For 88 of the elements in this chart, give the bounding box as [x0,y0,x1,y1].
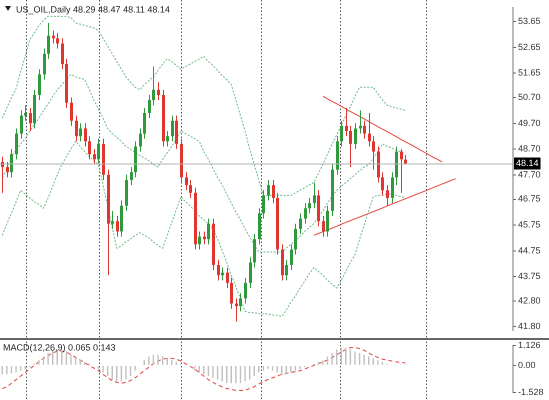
candlestick [139,128,142,152]
candlestick [185,172,188,191]
y-tick-label: 49.70 [518,118,541,128]
candlestick [226,267,229,289]
candlestick [294,223,297,256]
candlestick [84,122,87,147]
y-tick-label: 44.75 [518,245,541,256]
candlestick [267,179,270,202]
ref-line-label: 48.14 [516,158,539,168]
candlestick [272,179,275,204]
y-tick-label: 1.126 [518,340,541,350]
candlestick [93,148,96,165]
candlestick [235,298,238,322]
candlestick [175,115,178,150]
y-tick-label: 42.80 [518,295,541,306]
candlestick [340,120,343,147]
candlestick [148,94,151,119]
candlestick [386,184,389,206]
y-tick-label: 0.00 [518,360,536,370]
candlestick [368,112,371,147]
candlestick [29,107,32,132]
candlestick [308,197,311,214]
y-tick-label: 53.65 [518,16,541,26]
candlestick [217,259,220,281]
chart-title: MACD(12,26,9) 0.065 0.143 [3,342,116,352]
candlestick [20,110,23,140]
candlestick [230,277,233,310]
candlestick [97,138,100,165]
candlestick [56,32,59,50]
candlestick [52,30,55,44]
candlestick [24,104,27,122]
candlestick [372,136,375,170]
candlestick [349,125,352,168]
candlestick [116,216,119,238]
candlestick [326,205,329,238]
candlestick [262,190,265,220]
y-tick-label: -1.528 [518,387,544,398]
candlestick [189,179,192,198]
candlestick [198,230,201,250]
candlestick [61,38,64,70]
y-tick-label: 50.70 [518,92,541,102]
candlestick [249,256,252,289]
candlestick [322,216,325,238]
y-tick-label: 41.80 [518,321,541,332]
candlestick [381,172,384,196]
y-tick-label: 51.65 [518,68,541,78]
candlestick [10,148,13,178]
line-series [2,140,406,317]
candlestick [285,259,288,281]
candlestick [345,107,348,137]
candlestick [143,107,146,140]
candlestick [79,122,82,142]
chart-title: US_OIL,Daily 48.29 48.47 48.11 48.14 [16,4,170,14]
candlestick [152,66,155,106]
candlestick [299,212,302,235]
y-tick-label: 52.65 [518,42,541,52]
candlestick [304,202,307,224]
y-tick-label: 45.75 [518,219,541,230]
candlestick [363,120,366,140]
candlestick [38,68,41,101]
candlestick [130,166,133,186]
candlestick [157,82,160,101]
y-tick-label: 48.70 [518,144,541,154]
candlestick [239,292,242,312]
candlestick [391,172,394,204]
candlestick [166,130,169,147]
candlestick [6,161,9,178]
candlestick [15,128,18,160]
candlestick [221,267,224,281]
candlestick [43,48,46,80]
candlestick [244,277,247,304]
candlestick [111,210,114,230]
candlestick [313,182,316,209]
y-tick-label: 43.75 [518,271,541,282]
candlestick [75,115,78,142]
candlestick [207,218,210,245]
y-tick-label: 47.70 [518,169,541,180]
candlestick [354,122,357,150]
candlestick [253,234,256,268]
candlestick [171,115,174,142]
candlestick [290,244,293,271]
candlestick [359,110,362,134]
candlestick [400,148,403,194]
candlestick [47,22,50,60]
y-tick-label: 46.75 [518,194,541,204]
candlestick [70,97,73,126]
candlestick [203,230,206,245]
candlestick [88,136,91,160]
